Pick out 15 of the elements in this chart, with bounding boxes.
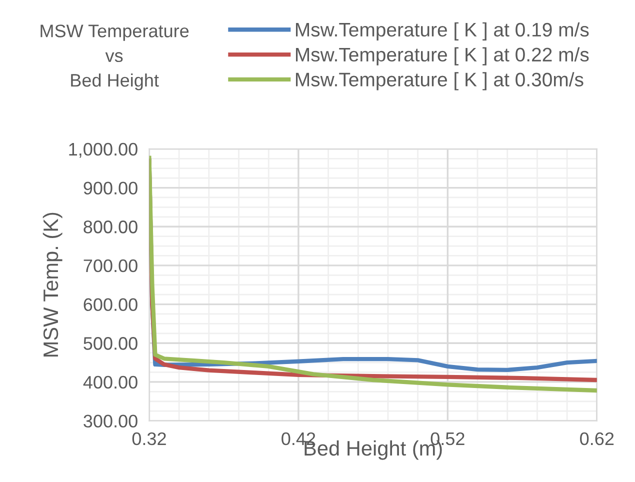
x-tick-label: 0.32 — [132, 432, 166, 446]
y-tick-label: 600.00 — [84, 298, 138, 311]
x-tick-label: 0.62 — [580, 432, 614, 446]
y-tick-label: 300.00 — [84, 414, 138, 428]
y-tick-label: 700.00 — [84, 259, 138, 272]
legend-label: Msw.Temperature [ K ] at 0.30m/s — [296, 72, 584, 90]
legend-label: Msw.Temperature [ K ] at 0.19 m/s — [296, 22, 589, 40]
y-tick-label: 1,000.00 — [69, 142, 138, 158]
chart-title: MSW Temperature vs Bed Height — [40, 24, 189, 90]
y-tick-label: 500.00 — [84, 337, 138, 350]
y-tick-label: 800.00 — [84, 220, 138, 234]
y-axis-title: MSW Temp. (K) — [42, 212, 62, 356]
y-tick-label: 900.00 — [84, 182, 138, 194]
legend-label: Msw.Temperature [ K ] at 0.22 m/s — [296, 47, 589, 66]
y-tick-label: 400.00 — [83, 376, 138, 389]
